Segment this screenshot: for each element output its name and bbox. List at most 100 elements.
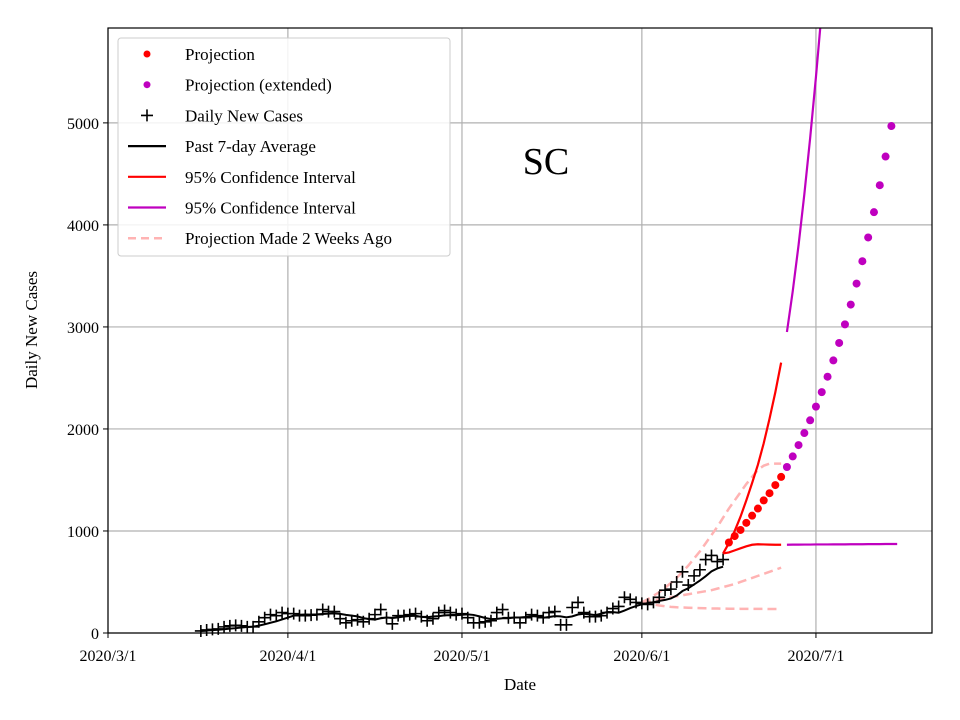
daily-case-marker xyxy=(484,614,497,627)
projection-extended-point xyxy=(782,463,791,472)
daily-case-marker xyxy=(287,607,300,620)
projection-point xyxy=(748,511,757,520)
daily-case-marker xyxy=(270,609,283,622)
projection-point xyxy=(742,518,751,527)
daily-case-marker xyxy=(368,608,381,621)
daily-case-marker xyxy=(711,555,724,568)
ci-purple-upper xyxy=(785,28,822,333)
series xyxy=(194,28,898,637)
projection-point xyxy=(777,472,786,481)
legend-label: Daily New Cases xyxy=(185,106,303,125)
daily-case-marker xyxy=(543,606,556,619)
x-tick-label: 2020/7/1 xyxy=(787,648,844,665)
projection-point xyxy=(759,496,768,505)
legend-label: Projection xyxy=(185,45,255,64)
projection-extended-point xyxy=(811,402,820,411)
daily-case-marker xyxy=(548,605,561,618)
daily-case-marker xyxy=(397,609,410,622)
daily-case-marker xyxy=(531,609,544,622)
daily-case-marker xyxy=(380,611,393,624)
daily-case-marker xyxy=(479,615,492,628)
projection-extended-point xyxy=(864,233,873,242)
daily-case-marker xyxy=(630,596,643,609)
daily-case-marker xyxy=(421,614,434,627)
ci-red-lower xyxy=(722,543,782,555)
daily-case-marker xyxy=(566,601,579,614)
old-projection-line xyxy=(641,566,782,604)
daily-case-marker xyxy=(705,549,718,562)
chart-title: SC xyxy=(523,141,569,183)
legend: Projection Projection (extended) Daily New… xyxy=(117,37,451,257)
daily-case-marker xyxy=(351,613,364,626)
daily-case-marker xyxy=(444,606,457,619)
projection-extended-point xyxy=(800,429,809,438)
projection-extended-point xyxy=(881,152,890,161)
daily-case-marker xyxy=(624,593,637,606)
ticks: 2020/3/1 2020/4/1 2020/5/1 2020/6/1 2020/7/1… xyxy=(67,116,844,665)
y-tick-label: 3000 xyxy=(67,320,99,337)
ci-red-upper xyxy=(722,362,783,554)
projection-point xyxy=(765,489,774,498)
daily-case-marker xyxy=(606,602,619,615)
daily-case-marker xyxy=(653,591,666,604)
daily-case-marker xyxy=(717,553,730,566)
daily-case-marker xyxy=(519,611,532,624)
plot-frame xyxy=(107,27,933,634)
daily-case-marker xyxy=(659,584,672,597)
projection-extended-point xyxy=(794,441,803,450)
daily-case-marker xyxy=(537,611,550,624)
daily-case-marker xyxy=(235,619,248,632)
daily-case-marker xyxy=(374,603,387,616)
projection-extended-point xyxy=(823,372,832,381)
daily-case-marker xyxy=(670,575,683,588)
y-tick-label: 4000 xyxy=(67,218,99,235)
legend-label: 95% Confidence Interval xyxy=(185,168,356,187)
x-tick-label: 2020/4/1 xyxy=(259,648,316,665)
daily-case-marker xyxy=(682,579,695,592)
ci-purple-lower xyxy=(786,542,898,546)
y-tick-label: 1000 xyxy=(67,524,99,541)
legend-plus-icon xyxy=(141,109,153,122)
projection-extended-point xyxy=(875,181,884,190)
daily-case-marker xyxy=(328,605,341,618)
daily-case-marker xyxy=(525,608,538,621)
daily-case-marker xyxy=(572,596,585,609)
projection-point xyxy=(753,504,762,513)
daily-case-marker xyxy=(647,596,660,609)
daily-case-marker xyxy=(264,608,277,621)
daily-case-marker xyxy=(490,606,503,619)
projection-extended-point xyxy=(817,388,826,397)
daily-case-marker xyxy=(496,603,509,616)
projection-extended-point xyxy=(835,338,844,347)
daily-case-marker xyxy=(595,609,608,622)
daily-case-marker xyxy=(641,598,654,611)
projection-extended-point xyxy=(846,300,855,309)
projection-point xyxy=(771,481,780,490)
daily-case-marker xyxy=(316,603,329,616)
legend-dot-icon xyxy=(143,50,151,58)
daily-case-marker xyxy=(409,607,422,620)
daily-case-marker xyxy=(276,606,289,619)
projection-extended-point xyxy=(852,279,861,288)
y-tick-label: 5000 xyxy=(67,116,99,133)
daily-case-marker xyxy=(664,583,677,596)
projection-point xyxy=(730,532,739,541)
daily-case-marker xyxy=(618,591,631,604)
daily-case-marker xyxy=(514,616,526,629)
projection-extended-point xyxy=(788,452,797,461)
daily-case-marker xyxy=(508,611,521,624)
projection-extended-point xyxy=(806,416,815,425)
daily-case-marker xyxy=(438,604,451,617)
legend-dot-icon xyxy=(143,81,151,89)
daily-case-marker xyxy=(461,611,474,624)
daily-case-marker xyxy=(432,606,445,619)
daily-case-marker xyxy=(247,620,260,633)
old-projection-line xyxy=(641,601,782,611)
y-axis-label: Daily New Cases xyxy=(22,271,41,389)
projection-extended-point xyxy=(829,356,838,365)
daily-case-marker xyxy=(450,608,463,621)
x-tick-label: 2020/3/1 xyxy=(80,648,137,665)
daily-case-marker xyxy=(635,597,648,610)
daily-case-marker xyxy=(560,618,573,631)
